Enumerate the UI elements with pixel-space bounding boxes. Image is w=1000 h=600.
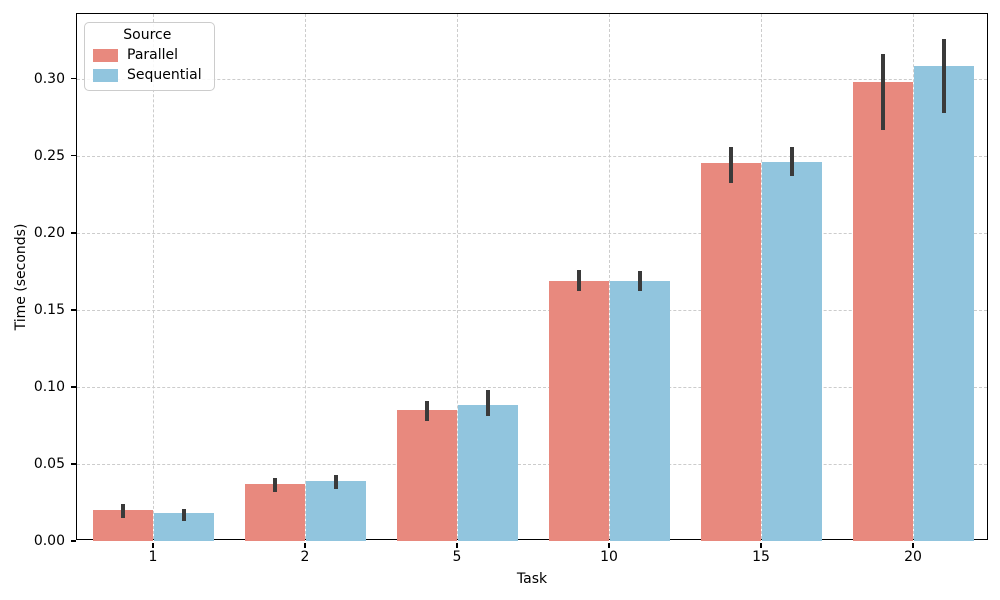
bar-parallel-task-5 xyxy=(396,410,457,541)
x-axis-label: Task xyxy=(516,571,548,587)
x-tick-mark xyxy=(912,542,914,548)
y-tick-label: 0.10 xyxy=(33,378,65,395)
y-tick-label: 0.25 xyxy=(33,147,65,164)
y-tick-mark xyxy=(70,540,76,542)
y-gridline xyxy=(77,386,987,388)
error-bar-parallel-task-10 xyxy=(576,269,581,292)
legend-entry-parallel: Parallel xyxy=(93,47,202,63)
legend-swatch-icon xyxy=(93,68,118,82)
bar-parallel-task-2 xyxy=(244,483,305,541)
bar-sequential-task-10 xyxy=(609,280,670,541)
error-bar-sequential-task-2 xyxy=(333,474,338,489)
y-tick-mark xyxy=(70,386,76,388)
x-tick-mark xyxy=(152,542,154,548)
y-tick-label: 0.30 xyxy=(33,70,65,87)
y-tick-mark xyxy=(70,232,76,234)
bar-sequential-task-2 xyxy=(305,480,366,541)
y-gridline xyxy=(77,463,987,465)
x-gridline xyxy=(304,14,306,539)
x-gridline xyxy=(760,14,762,539)
x-gridline xyxy=(912,14,914,539)
plot-area: 0.00 0.05 0.10 0.15 0.20 0.25 0.30 1 2 5 10 15 20 Sou… xyxy=(34,13,988,564)
x-tick-label: 10 xyxy=(600,549,618,565)
y-tick-label: 0.15 xyxy=(33,301,65,318)
error-bar-sequential-task-10 xyxy=(637,271,642,292)
legend-title: Source xyxy=(123,27,172,43)
error-bar-sequential-task-1 xyxy=(181,508,186,521)
x-tick-mark xyxy=(760,542,762,548)
legend-swatch-icon xyxy=(93,48,118,62)
legend-entry-sequential: Sequential xyxy=(93,67,202,83)
y-tick-mark xyxy=(70,309,76,311)
bar-parallel-task-20 xyxy=(852,81,913,541)
y-tick-label: 0.00 xyxy=(33,533,65,549)
x-gridline xyxy=(152,14,154,539)
bar-sequential-task-20 xyxy=(913,66,974,541)
x-tick-label: 5 xyxy=(452,549,462,565)
y-tick-mark xyxy=(70,78,76,80)
y-tick-mark xyxy=(70,463,76,465)
x-tick-mark xyxy=(456,542,458,548)
x-tick-label: 2 xyxy=(300,549,310,565)
legend-label: Sequential xyxy=(127,67,202,83)
error-bar-parallel-task-1 xyxy=(120,504,125,518)
error-bar-sequential-task-20 xyxy=(941,38,946,113)
y-axis-label: Time (seconds) xyxy=(13,223,29,331)
bar-parallel-task-10 xyxy=(548,280,609,541)
error-bar-parallel-task-5 xyxy=(424,400,429,421)
bar-sequential-task-5 xyxy=(457,405,518,541)
error-bar-sequential-task-15 xyxy=(789,146,794,176)
error-bar-parallel-task-2 xyxy=(272,477,277,492)
x-tick-mark xyxy=(608,542,610,548)
error-bar-parallel-task-20 xyxy=(880,54,885,130)
error-bar-parallel-task-15 xyxy=(728,146,733,184)
y-gridline xyxy=(77,309,987,311)
y-tick-label: 0.05 xyxy=(33,455,65,472)
y-tick-mark xyxy=(70,155,76,157)
y-gridline xyxy=(77,78,987,80)
x-gridline xyxy=(456,14,458,539)
legend: Source Parallel Sequential xyxy=(84,22,215,91)
legend-label: Parallel xyxy=(127,47,179,63)
bar-parallel-task-15 xyxy=(700,163,761,541)
x-tick-label: 15 xyxy=(752,549,770,565)
x-gridline xyxy=(608,14,610,539)
y-tick-label: 0.20 xyxy=(33,224,65,241)
bar-sequential-task-15 xyxy=(761,161,822,541)
error-bar-sequential-task-5 xyxy=(485,389,490,417)
x-tick-label: 20 xyxy=(904,549,922,565)
x-tick-mark xyxy=(304,542,306,548)
y-gridline xyxy=(77,155,987,157)
x-tick-label: 1 xyxy=(148,549,158,565)
y-gridline xyxy=(77,232,987,234)
